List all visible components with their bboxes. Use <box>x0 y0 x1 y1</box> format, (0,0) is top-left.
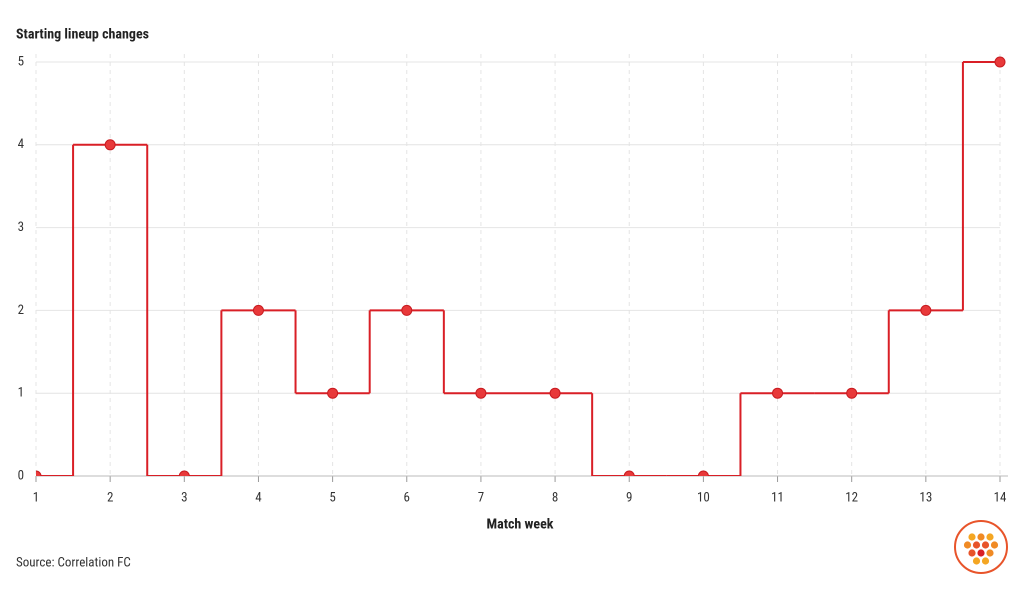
logo <box>954 520 1008 574</box>
point <box>327 387 339 399</box>
point <box>697 470 709 476</box>
point <box>994 56 1006 68</box>
x-tick-label: 3 <box>181 490 187 505</box>
point <box>475 387 487 399</box>
x-tick-label: 7 <box>478 490 484 505</box>
x-tick-label: 4 <box>255 490 262 505</box>
x-tick-label: 5 <box>329 490 335 505</box>
x-tick-label: 12 <box>845 490 858 505</box>
x-tick-label: 6 <box>404 490 410 505</box>
x-tick-label: 14 <box>994 490 1007 505</box>
x-tick-label: 13 <box>919 490 932 505</box>
point <box>178 470 190 476</box>
y-tick-label: 0 <box>18 468 24 483</box>
point <box>549 387 561 399</box>
point <box>104 139 116 151</box>
y-tick-label: 3 <box>18 220 24 235</box>
y-tick-label: 2 <box>18 303 24 318</box>
y-tick-label: 5 <box>18 54 24 69</box>
point <box>623 470 635 476</box>
x-tick-label: 10 <box>697 490 710 505</box>
y-tick-label: 1 <box>18 386 24 401</box>
x-tick-label: 9 <box>626 490 632 505</box>
point <box>846 387 858 399</box>
x-tick-label: 2 <box>107 490 113 505</box>
point <box>252 304 264 316</box>
point <box>920 304 932 316</box>
x-tick-label: 8 <box>552 490 558 505</box>
point <box>36 470 42 476</box>
point <box>401 304 413 316</box>
source: Source: Correlation FC <box>16 555 131 570</box>
x-axis-title: Match week <box>486 517 553 533</box>
x-tick-label: 1 <box>33 490 39 505</box>
y-tick-label: 4 <box>18 137 25 152</box>
x-tick-label: 11 <box>771 490 784 505</box>
chart-title: Starting lineup changes <box>16 27 149 43</box>
plot-area <box>36 56 1006 476</box>
point <box>772 387 784 399</box>
